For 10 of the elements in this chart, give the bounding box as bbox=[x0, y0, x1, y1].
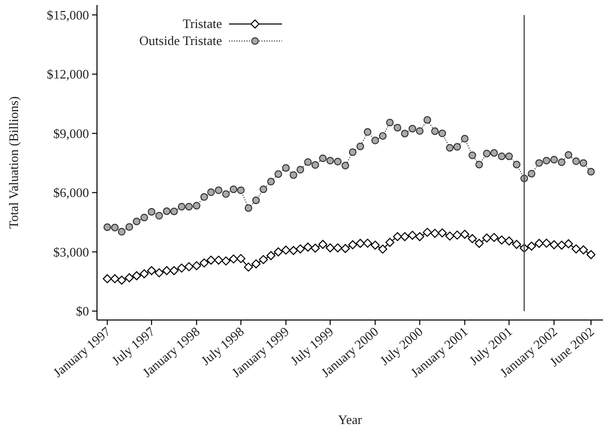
legend-label: Tristate bbox=[182, 16, 222, 31]
y-tick-label: $0 bbox=[76, 304, 89, 319]
y-axis-title: Total Valuation (Billions) bbox=[6, 96, 21, 229]
y-tick-label: $3,000 bbox=[53, 244, 89, 260]
legend-label: Outside Tristate bbox=[139, 33, 222, 48]
y-tick-label: $12,000 bbox=[46, 66, 89, 82]
x-axis-title: Year bbox=[338, 412, 363, 427]
y-tick-label: $6,000 bbox=[53, 185, 89, 200]
y-tick-label: $15,000 bbox=[46, 7, 89, 22]
y-tick-label: $9,000 bbox=[53, 126, 89, 141]
